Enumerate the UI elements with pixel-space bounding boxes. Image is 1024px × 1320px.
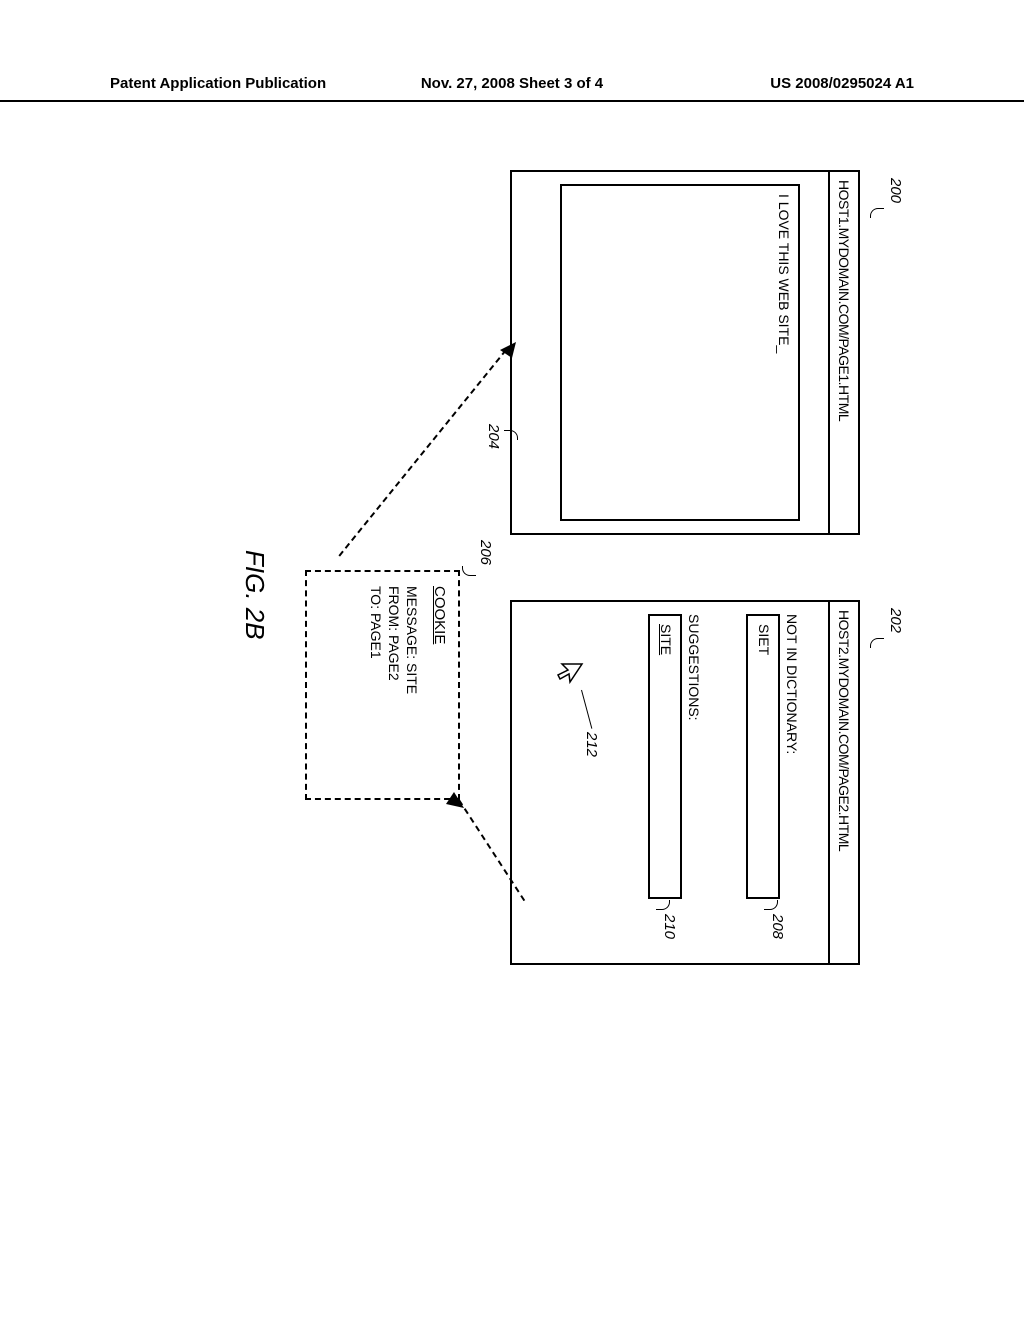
cookie-line-3: TO: PAGE1 xyxy=(366,586,384,784)
textbox-content: I LOVE THIS WEB SITE_ xyxy=(776,194,792,353)
header-rule xyxy=(0,100,1024,102)
url-bar-1: HOST1.MYDOMAIN.COM/PAGE1.HTML xyxy=(828,172,858,533)
browser-window-2: HOST2.MYDOMAIN.COM/PAGE2.HTML NOT IN DIC… xyxy=(510,600,860,965)
cookie-line-2: FROM: PAGE2 xyxy=(385,586,403,784)
browser-window-1: HOST1.MYDOMAIN.COM/PAGE1.HTML I LOVE THI… xyxy=(510,170,860,535)
dashed-connector-1 xyxy=(338,349,506,556)
not-in-dict-value: SIET xyxy=(756,624,772,655)
ref-label-202: 202 xyxy=(887,608,904,633)
arrowhead-2 xyxy=(444,790,466,812)
ref-hook-200 xyxy=(870,208,884,218)
not-in-dict-box: SIET xyxy=(746,614,780,899)
header-center: Nov. 27, 2008 Sheet 3 of 4 xyxy=(421,75,603,92)
figure-label: FIG. 2B xyxy=(239,550,270,640)
ref-label-206: 206 xyxy=(477,540,494,565)
ref-hook-206 xyxy=(462,566,476,576)
ref-label-212: 212 xyxy=(583,732,600,757)
arrowhead-1 xyxy=(496,340,518,362)
ref-label-208: 208 xyxy=(769,914,786,939)
not-in-dict-label: NOT IN DICTIONARY: xyxy=(784,614,800,951)
header-right: US 2008/0295024 A1 xyxy=(770,75,914,92)
cookie-box: COOKIE MESSAGE: SITE FROM: PAGE2 TO: PAG… xyxy=(305,570,460,800)
ref-label-210: 210 xyxy=(661,914,678,939)
suggestions-box[interactable]: SITE xyxy=(648,614,682,899)
page: Patent Application Publication US 2008/0… xyxy=(0,0,1024,1320)
url-bar-2: HOST2.MYDOMAIN.COM/PAGE2.HTML xyxy=(828,602,858,963)
ref-hook-202 xyxy=(870,638,884,648)
text-input-box[interactable]: I LOVE THIS WEB SITE_ xyxy=(560,184,800,521)
cursor-icon xyxy=(554,662,584,692)
cookie-line-1: MESSAGE: SITE xyxy=(403,586,421,784)
suggestions-label: SUGGESTIONS: xyxy=(686,614,702,951)
cookie-title: COOKIE xyxy=(431,586,448,784)
ref-label-204: 204 xyxy=(485,424,502,449)
ref-label-200: 200 xyxy=(887,178,904,203)
figure-2b: HOST1.MYDOMAIN.COM/PAGE1.HTML I LOVE THI… xyxy=(80,220,940,980)
suggestions-value: SITE xyxy=(658,624,674,655)
header-left: Patent Application Publication xyxy=(110,75,326,92)
